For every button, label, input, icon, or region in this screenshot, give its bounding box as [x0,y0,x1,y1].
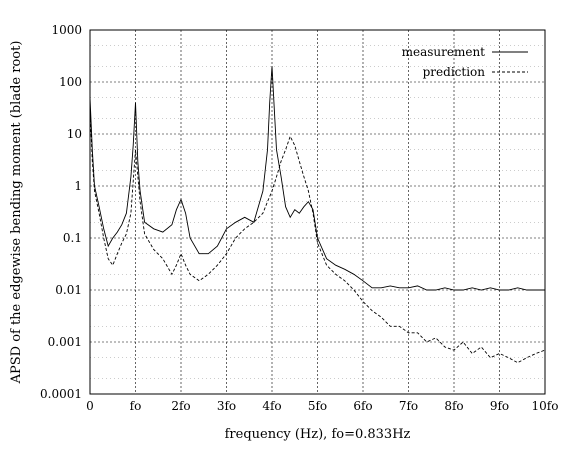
series-line-measurement [89,66,545,291]
series-line-prediction [89,109,546,364]
tick-labels: 0 fo 2fo 3fo 4fo 5fo 6fo 7fo 8fo 9fo 10fo 0.0001 0.0… [40,23,558,413]
y-tick-label: 0.01 [55,283,82,297]
x-tick-label: 9fo [490,399,509,413]
x-tick-label: 0 [86,399,94,413]
x-tick-label: 6fo [353,399,372,413]
y-tick-label: 0.1 [63,231,82,245]
y-tick-label: 0.001 [48,335,82,349]
legend-label-prediction: prediction [423,65,486,79]
x-tick-label: 7fo [399,399,418,413]
x-tick-label: 2fo [171,399,190,413]
y-tick-label: 1 [74,179,82,193]
x-tick-label: 10fo [532,399,559,413]
grid [90,30,545,394]
y-axis-label: APSD of the edgewise bending moment (bla… [9,41,24,385]
series-layer [89,66,546,364]
legend: measurement prediction [402,45,528,79]
plot-frame [89,29,546,395]
y-tick-label: 1000 [51,23,82,37]
x-tick-label: fo [130,399,142,413]
x-tick-label: 4fo [262,399,281,413]
x-tick-label: 5fo [308,399,327,413]
y-tick-label: 100 [59,75,82,89]
y-tick-label: 10 [67,127,82,141]
legend-label-measurement: measurement [402,45,486,59]
y-tick-label: 0.0001 [40,387,82,401]
x-tick-label: 3fo [217,399,236,413]
x-axis-label: frequency (Hz), fo=0.833Hz [225,427,411,442]
x-tick-label: 8fo [444,399,463,413]
